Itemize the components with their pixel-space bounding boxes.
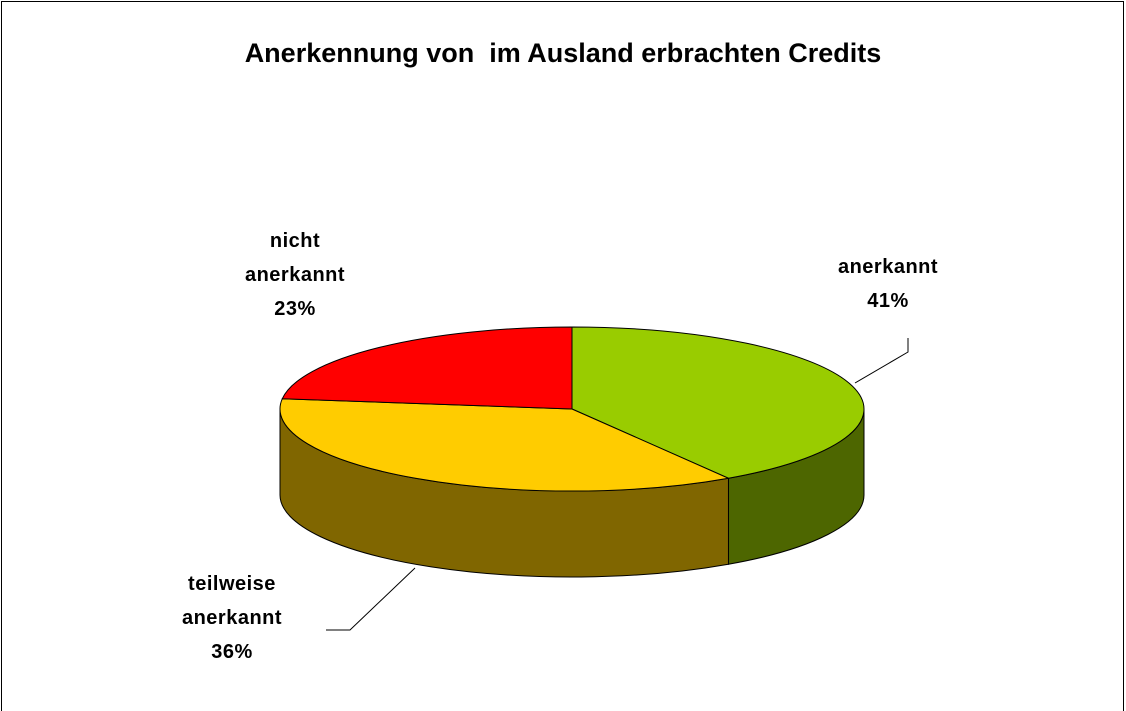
slice-category: nicht anerkannt [244,230,346,286]
slice [281,326,573,410]
leader-line [326,567,416,631]
slice [571,326,865,479]
slice-label: teilweise anerkannt 36% [157,567,307,669]
slice-value: 36% [211,641,253,663]
leader-line [854,338,909,384]
chart-title: Anerkennung von im Ausland erbrachten Cr… [244,38,882,68]
slice-label: nicht anerkannt 23% [220,224,370,326]
slice-category: teilweise anerkannt [181,573,283,629]
slice-category: anerkannt [837,256,939,278]
slice [279,398,731,492]
slice-value: 41% [867,290,909,312]
slice-value: 23% [274,298,316,320]
slice-label: anerkannt 41% [813,250,963,318]
pie [279,326,865,578]
